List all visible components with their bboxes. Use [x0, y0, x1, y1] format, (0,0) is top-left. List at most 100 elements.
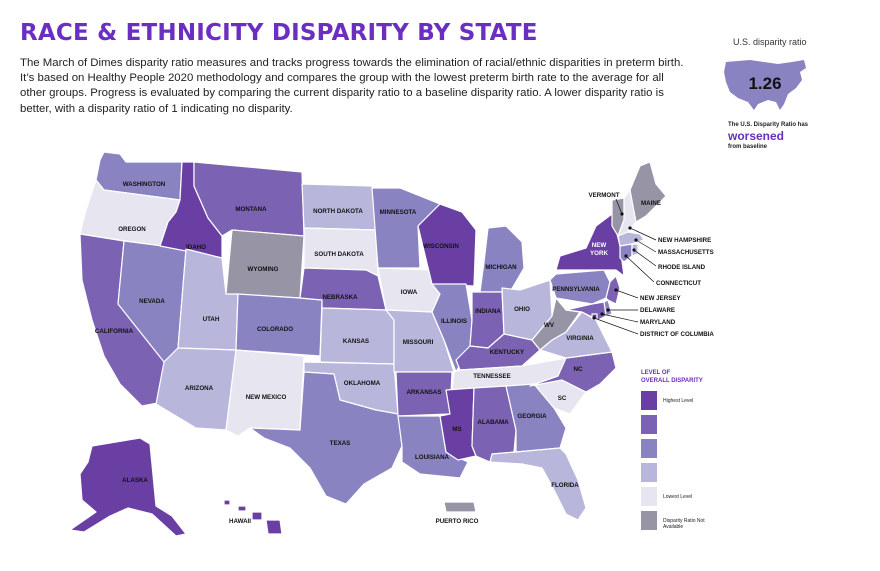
label-kentucky: KENTUCKY: [490, 349, 525, 356]
legend-row-level5: Highest Level: [641, 391, 751, 410]
legend-swatch-not-available: [641, 511, 657, 530]
legend-swatch-level4: [641, 415, 657, 434]
label-puerto-rico: PUERTO RICO: [436, 518, 479, 525]
label-florida: FLORIDA: [551, 482, 579, 489]
us-note-suffix: from baseline: [728, 144, 768, 150]
description-text: The March of Dimes disparity ratio measu…: [20, 57, 684, 115]
state-north-dakota[interactable]: [301, 183, 377, 231]
label-delaware: DELAWARE: [640, 307, 675, 314]
legend-title-line2: OVERALL DISPARITY: [641, 378, 703, 384]
label-dc: DISTRICT OF COLUMBIA: [640, 331, 714, 338]
leader-dots: [592, 212, 638, 320]
us-note-prefix: The U.S. Disparity Ratio has: [728, 122, 809, 128]
legend-swatch-level5: [641, 391, 657, 410]
state-maine[interactable]: [629, 161, 667, 223]
legend-label-level5: Highest Level: [663, 398, 694, 404]
label-arizona: ARIZONA: [185, 385, 214, 392]
label-hawaii: HAWAII: [229, 518, 251, 525]
state-new-mexico[interactable]: [225, 349, 305, 437]
leader-new-jersey: [615, 289, 639, 299]
label-oklahoma: OKLAHOMA: [344, 380, 381, 387]
label-alaska: ALASKA: [122, 477, 148, 484]
us-ratio-badge: 1.26: [720, 58, 810, 112]
legend-row-level3: [641, 439, 751, 458]
leader-massachusetts: [635, 239, 657, 253]
state-texas[interactable]: [249, 371, 403, 505]
legend-swatch-level3: [641, 439, 657, 458]
label-kansas: KANSAS: [343, 338, 369, 345]
leader-rhode-island: [633, 249, 657, 267]
label-missouri: MISSOURI: [403, 339, 434, 346]
state-kansas[interactable]: [319, 307, 395, 365]
label-south-carolina: SC: [558, 395, 567, 402]
label-california: CALIFORNIA: [95, 328, 134, 335]
label-washington: WASHINGTON: [123, 181, 166, 188]
leader-new-hampshire: [629, 227, 657, 241]
legend-row-level4: [641, 415, 751, 434]
label-idaho: IDAHO: [186, 244, 206, 251]
label-pennsylvania: PENNSYLVANIA: [552, 286, 600, 293]
label-new-york-2: YORK: [590, 250, 608, 257]
leader-dc: [593, 317, 639, 335]
label-georgia: GEORGIA: [517, 413, 547, 420]
state-colorado[interactable]: [235, 293, 323, 357]
legend-row-not-available: Disparity Ratio Not Available: [641, 511, 751, 530]
label-west-virginia: WV: [544, 322, 555, 329]
legend-swatch-level2: [641, 463, 657, 482]
state-connecticut[interactable]: [619, 243, 633, 263]
state-puerto-rico[interactable]: [443, 501, 477, 513]
page-title: RACE & ETHNICITY DISPARITY BY STATE: [20, 20, 538, 46]
label-oregon: OREGON: [118, 226, 146, 233]
label-indiana: INDIANA: [475, 308, 501, 315]
state-new-jersey[interactable]: [605, 275, 621, 305]
label-new-mexico: NEW MEXICO: [246, 394, 287, 401]
label-new-jersey: NEW JERSEY: [640, 295, 681, 302]
state-wyoming[interactable]: [225, 229, 305, 299]
label-arkansas: ARKANSAS: [406, 389, 441, 396]
label-wisconsin: WISCONSIN: [423, 243, 459, 250]
legend-label-not-available: Disparity Ratio Not Available: [663, 518, 705, 530]
label-vermont: VERMONT: [589, 192, 620, 199]
label-virginia: VIRGINIA: [566, 335, 594, 342]
label-colorado: COLORADO: [257, 326, 293, 333]
state-north-carolina[interactable]: [529, 351, 617, 393]
label-maine: MAINE: [641, 200, 661, 207]
legend-title: LEVEL OF OVERALL DISPARITY: [641, 369, 751, 385]
label-texas: TEXAS: [330, 440, 351, 447]
leader-maryland: [601, 313, 639, 323]
label-tennessee: TENNESSEE: [473, 373, 510, 380]
label-utah: UTAH: [203, 316, 220, 323]
legend-row-level1: Lowest Level: [641, 487, 751, 506]
label-maryland: MARYLAND: [640, 319, 676, 326]
label-new-york: NEW: [592, 242, 607, 249]
legend-title-line1: LEVEL OF: [641, 370, 671, 376]
label-minnesota: MINNESOTA: [380, 209, 417, 216]
label-nevada: NEVADA: [139, 298, 165, 305]
state-hawaii[interactable]: [223, 499, 283, 535]
legend-row-level2: [641, 463, 751, 482]
label-illinois: ILLINOIS: [441, 318, 467, 325]
label-massachusetts: MASSACHUSETTS: [658, 249, 714, 256]
state-alaska[interactable]: [69, 437, 187, 537]
label-louisiana: LOUISIANA: [415, 454, 450, 461]
label-south-dakota: SOUTH DAKOTA: [314, 251, 364, 258]
us-ratio-note: The U.S. Disparity Ratio has worsened fr…: [728, 121, 808, 152]
us-silhouette-icon: [724, 60, 806, 110]
label-wyoming: WYOMING: [248, 266, 279, 273]
state-montana[interactable]: [193, 161, 305, 237]
state-michigan[interactable]: [479, 225, 525, 293]
label-connecticut: CONNECTICUT: [656, 280, 701, 287]
label-montana: MONTANA: [235, 206, 267, 213]
label-north-dakota: NORTH DAKOTA: [313, 208, 363, 215]
label-nebraska: NEBRASKA: [322, 294, 358, 301]
label-new-hampshire: NEW HAMPSHIRE: [658, 237, 711, 244]
label-mississippi: MS: [452, 426, 461, 433]
label-rhode-island: RHODE ISLAND: [658, 264, 706, 271]
label-iowa: IOWA: [401, 289, 418, 296]
us-ratio-label: U.S. disparity ratio: [733, 37, 807, 47]
leader-connecticut: [625, 255, 655, 283]
state-florida[interactable]: [489, 447, 587, 521]
us-ratio-value: 1.26: [748, 74, 782, 93]
label-michigan: MICHIGAN: [485, 264, 517, 271]
